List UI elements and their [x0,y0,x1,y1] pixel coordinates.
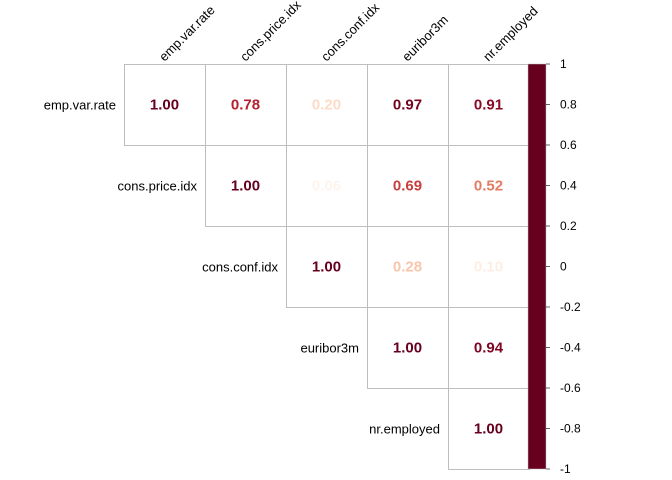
row-label: cons.price.idx [118,179,198,194]
cell-value-label: 1.00 [393,340,422,357]
row-label: cons.conf.idx [202,260,278,275]
matrix-cell [124,64,206,146]
matrix-cell [205,145,287,227]
color-bar: 1 0.8 0.6 0.4 0.2 0 -0.2 -0.4 -0.6 -0.8 -1 [527,57,581,476]
cell-grid [124,64,530,470]
column-label: nr.employed [480,3,541,64]
cell-value-label: 0.52 [474,178,503,195]
row-label: euribor3m [300,341,359,356]
cell-value-label: 0.94 [474,340,504,357]
cell-value-label: 0.10 [474,259,503,276]
cell-value-label: 0.20 [312,97,341,114]
color-bar-tick-label: -0.2 [560,300,581,314]
cell-value-label: 0.06 [312,178,341,195]
cell-value-label: 1.00 [150,97,179,114]
cell-values: 1.00 0.78 0.20 0.97 0.91 1.00 0.06 0.69 0.52 1.00… [150,97,504,438]
cell-value-label: 1.00 [312,259,341,276]
matrix-cell [367,145,449,227]
color-bar-gradient [527,63,547,470]
matrix-cell [205,64,287,146]
color-bar-tick-label: 0.8 [560,98,577,112]
color-bar-tick-label: 0.4 [560,179,577,193]
matrix-cell [286,226,368,308]
matrix-cell [448,307,530,389]
cell-value-label: 0.97 [393,97,422,114]
column-labels: emp.var.rate cons.price.idx cons.conf.idx e… [156,0,541,64]
color-bar-tick-label: -1 [560,462,571,476]
column-label: cons.conf.idx [318,0,383,64]
column-label: cons.price.idx [237,0,304,64]
cell-value-label: 0.28 [393,259,422,276]
color-bar-tick-label: 0.2 [560,219,577,233]
cell-value-label: 1.00 [474,421,503,438]
matrix-cell [448,64,530,146]
color-bar-tick-label: -0.8 [560,422,581,436]
cell-value-label: 0.91 [474,97,503,114]
color-bar-tick-label: 1 [560,57,567,71]
color-bar-tick-label: 0 [560,260,567,274]
cell-value-label: 0.78 [231,97,260,114]
row-labels: emp.var.rate cons.price.idx cons.conf.idx e… [44,98,440,437]
matrix-cell [367,307,449,389]
matrix-cell [367,64,449,146]
cell-value-label: 0.69 [393,178,422,195]
matrix-cell [286,64,368,146]
column-label: emp.var.rate [156,2,218,64]
color-bar-tick-label: -0.6 [560,381,581,395]
matrix-cell [448,226,530,308]
row-label: emp.var.rate [44,98,116,113]
column-label: euribor3m [399,12,451,64]
row-label: nr.employed [369,422,440,437]
color-bar-tick-label: 0.6 [560,138,577,152]
color-bar-tick-label: -0.4 [560,341,581,355]
cell-value-label: 1.00 [231,178,260,195]
